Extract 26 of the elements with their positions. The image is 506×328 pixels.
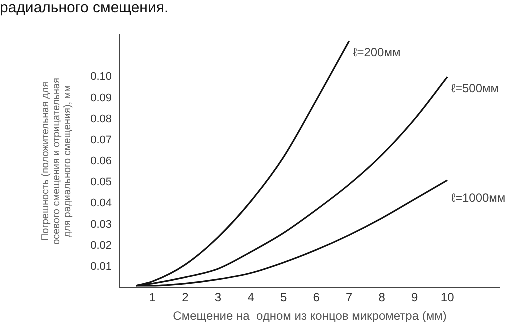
- y-tick-label: 0.04: [90, 198, 112, 210]
- y-tick-label: 0.05: [90, 176, 112, 189]
- y-tick-label: 0.02: [90, 240, 112, 252]
- y-tick-label: 0.08: [90, 113, 112, 126]
- x-axis-title: Смещение на одном из концов микрометра (мм): [173, 309, 447, 324]
- series-label: ℓ=200мм: [353, 46, 401, 60]
- x-tick-label: 10: [440, 290, 455, 305]
- y-tick-label: 0.03: [90, 218, 112, 231]
- x-tick-label: 4: [248, 290, 255, 305]
- x-tick-label: 8: [378, 290, 386, 305]
- y-tick-label: 0.09: [90, 92, 112, 104]
- x-tick-label: 3: [214, 290, 222, 305]
- x-tick-label: 7: [346, 290, 353, 305]
- x-tick-label: 9: [411, 290, 418, 305]
- y-axis-title: Погрешность (положительная для осевого смещения и отрицательная для радиального смещения), мм: [40, 78, 74, 245]
- x-tick-label: 5: [280, 290, 288, 305]
- series-label: ℓ=1000мм: [452, 190, 506, 205]
- y-tick-label: 0.10: [90, 71, 112, 84]
- x-tick-label: 6: [313, 290, 320, 305]
- x-tick-label: 2: [182, 290, 190, 305]
- y-tick-label: 0.01: [90, 260, 112, 273]
- y-tick-label: 0.06: [90, 156, 112, 168]
- y-tick-label: 0.07: [90, 134, 112, 146]
- series-label: ℓ=500мм: [452, 81, 500, 96]
- x-tick-label: 1: [149, 290, 156, 305]
- chart-title: радиального смещения.: [0, 0, 169, 17]
